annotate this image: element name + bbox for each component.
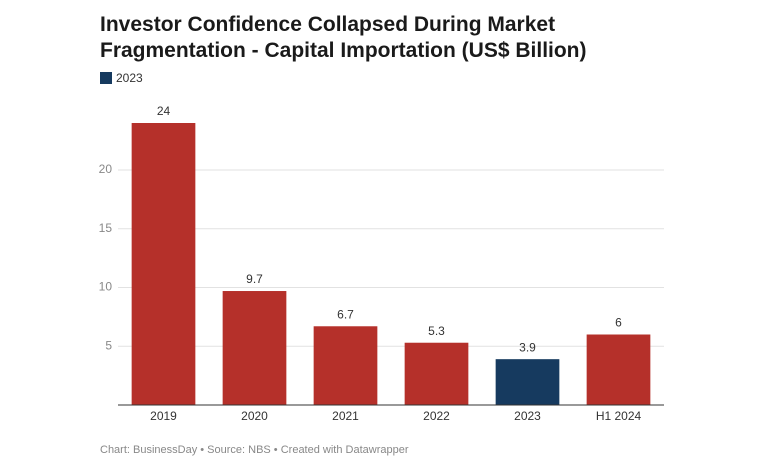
data-label: 6.7 [337,307,354,321]
data-label: 3.9 [519,340,536,354]
x-tick-label: 2021 [332,409,359,423]
y-tick-label: 10 [99,280,113,294]
footer: Chart: BusinessDay • Source: NBS • Creat… [100,444,409,456]
bar [495,359,560,405]
bar [586,334,651,405]
x-tick-label: 2019 [150,409,177,423]
data-label: 6 [615,316,622,330]
data-label: 24 [157,104,171,118]
y-tick-label: 20 [99,162,113,176]
data-label: 5.3 [428,324,445,338]
bar [131,123,196,405]
x-tick-label: H1 2024 [596,409,642,423]
x-tick-label: 2022 [423,409,450,423]
x-tick-label: 2023 [514,409,541,423]
x-tick-label: 2020 [241,409,268,423]
y-tick-label: 5 [105,338,112,352]
bar [313,326,378,405]
legend-label: 2023 [116,71,143,85]
bar [404,342,469,405]
data-label: 9.7 [246,272,263,286]
bar [222,291,287,405]
legend: 2023 [100,71,143,85]
legend-swatch [100,72,112,84]
y-tick-label: 15 [99,221,113,235]
chart: 5 10 15 20 2019 24 2020 9.7 2021 6.7 2022 5.3 2023 3.… [99,104,664,423]
chart-title: Investor Confidence Collapsed During Mar… [100,13,587,62]
